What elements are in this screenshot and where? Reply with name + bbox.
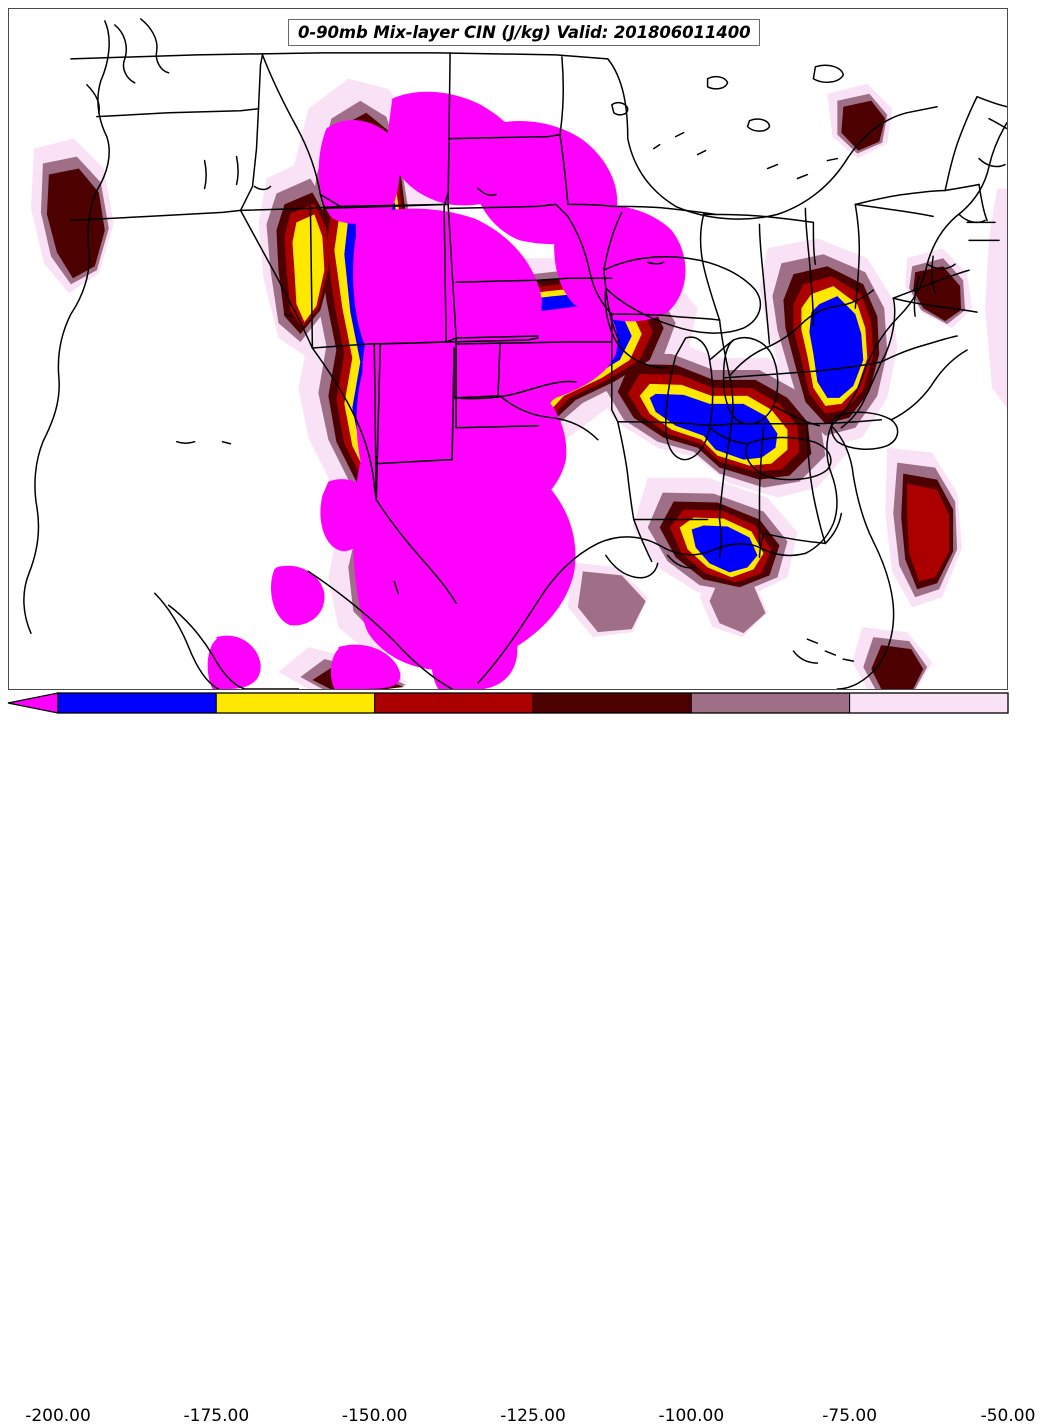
colorbar-segment-dark-maroon [532, 692, 692, 714]
colorbar-tick-label: -150.00 [341, 1406, 408, 1426]
colorbar-segment-pale-pink [849, 692, 1009, 714]
colorbar-tick-label: -125.00 [500, 1406, 566, 1426]
weather-map-figure: 0-90mb Mix-layer CIN (J/kg) Valid: 20180… [0, 8, 1044, 1426]
colorbar-tick-label: -200.00 [25, 1406, 91, 1426]
plot-title-text: 0-90mb Mix-layer CIN (J/kg) Valid: 20180… [298, 23, 751, 42]
colorbar-segment-firebrick [374, 692, 534, 714]
contour-band-magenta-core [207, 91, 686, 689]
colorbar-tick-label: -75.00 [822, 1406, 878, 1426]
colorbar-segment-yellow [215, 692, 376, 714]
colorbar-tick-label: -175.00 [183, 1406, 250, 1426]
colorbar-swatches [7, 692, 1009, 714]
colorbar-tick-label: -100.00 [658, 1406, 725, 1426]
colorbar-segment-mauve [690, 692, 851, 714]
colorbar-segment-blue [57, 692, 217, 714]
map-canvas [23, 18, 1007, 689]
colorbar-tick-label: -50.00 [980, 1406, 1036, 1426]
colorbar: -200.00 -175.00 -150.00 -125.00 -100.00 -75.0… [0, 690, 1044, 1426]
map-outlines [23, 18, 1007, 689]
cin-contour-field [30, 78, 1007, 689]
map-panel [8, 8, 1008, 690]
plot-title-box: 0-90mb Mix-layer CIN (J/kg) Valid: 20180… [288, 19, 761, 46]
colorbar-extend-min-arrow [7, 692, 59, 714]
colorbar-segment-group [57, 692, 1009, 714]
